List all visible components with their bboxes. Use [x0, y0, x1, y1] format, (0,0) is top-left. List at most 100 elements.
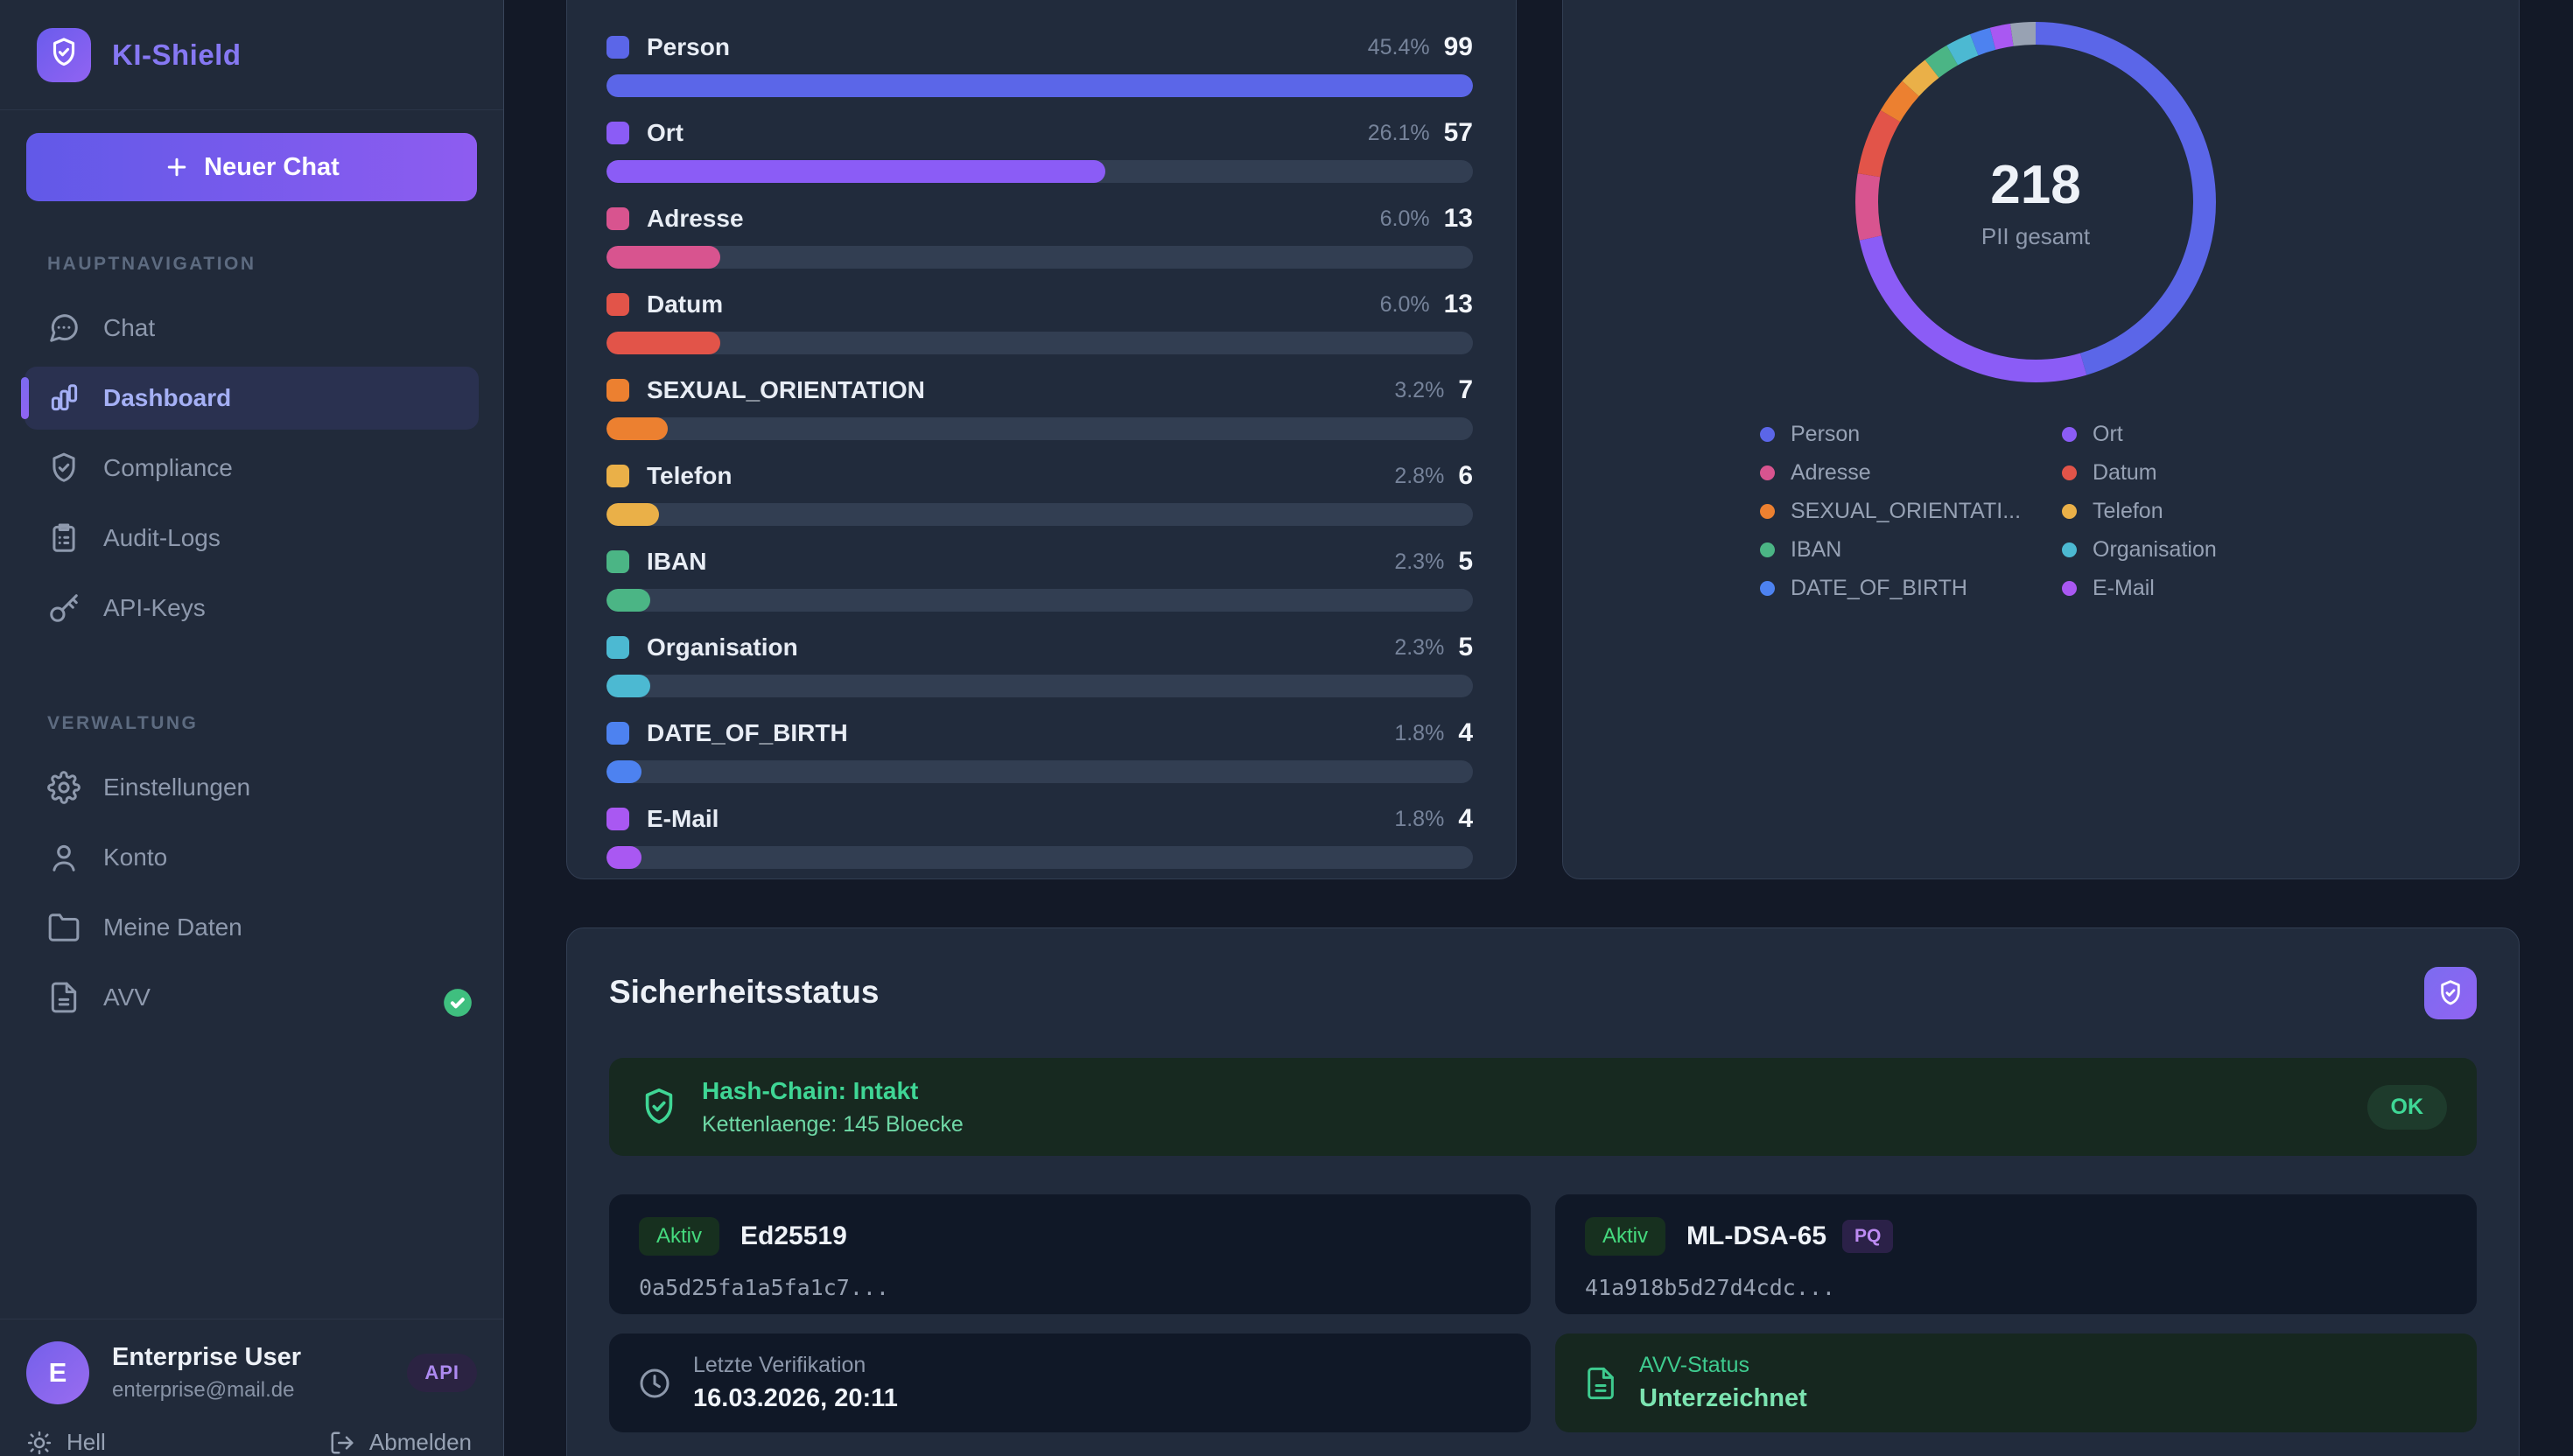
- clock-icon: [637, 1366, 672, 1401]
- legend-dot: [1760, 503, 1775, 519]
- gear-icon: [47, 771, 81, 804]
- user-icon: [47, 841, 81, 874]
- category-swatch: [606, 293, 629, 316]
- folder-icon: [47, 911, 81, 944]
- pii-bar-chart: Person 45.4% 99 Ort 26.1% 57 Adresse 6.0% 13 Datu…: [606, 27, 1473, 869]
- bar-track: [606, 160, 1473, 183]
- hash-chain-title: Hash-Chain: Intakt: [702, 1076, 919, 1104]
- bar-row: Organisation 2.3% 5: [606, 627, 1473, 697]
- sidebar-item-avv[interactable]: AVV: [25, 966, 479, 1029]
- legend-item: Adresse: [1760, 459, 2062, 485]
- bar-fill: [606, 74, 1473, 97]
- sidebar-item-konto[interactable]: Konto: [25, 826, 479, 889]
- file-text-icon: [47, 981, 81, 1014]
- sidebar-item-audit-logs[interactable]: Audit-Logs: [25, 507, 479, 570]
- user-panel: E Enterprise User enterprise@mail.de API: [0, 1319, 503, 1404]
- sidebar-item-dashboard[interactable]: Dashboard: [21, 367, 479, 430]
- hash-chain-status-badge: OK: [2366, 1084, 2447, 1130]
- bar-row: SEXUAL_ORIENTATION 3.2% 7: [606, 370, 1473, 440]
- sidebar-footer: Hell Abmelden: [0, 1404, 503, 1456]
- logout-button[interactable]: Abmelden: [329, 1429, 472, 1456]
- category-swatch: [606, 122, 629, 144]
- nav-item-label: Meine Daten: [103, 914, 242, 941]
- bar-track: [606, 74, 1473, 97]
- category-value: 6: [1458, 461, 1473, 490]
- sidebar: KI-Shield Neuer Chat HAUPTNAVIGATION Chat…: [0, 0, 504, 1456]
- category-swatch: [606, 379, 629, 402]
- sidebar-item-compliance[interactable]: Compliance: [25, 437, 479, 500]
- file-text-icon: [1583, 1366, 1618, 1401]
- category-label: Organisation: [647, 634, 798, 661]
- nav-item-label: Konto: [103, 844, 168, 871]
- theme-toggle-button[interactable]: Hell: [26, 1429, 106, 1456]
- category-value: 99: [1443, 32, 1473, 61]
- app-logo: [37, 27, 91, 82]
- nav-item-label: AVV: [103, 984, 151, 1011]
- sidebar-item-meine-daten[interactable]: Meine Daten: [25, 896, 479, 959]
- legend-label: Ort: [2093, 421, 2123, 446]
- legend-dot: [1760, 465, 1775, 480]
- bar-fill: [606, 760, 641, 783]
- bar-track: [606, 760, 1473, 783]
- new-chat-label: Neuer Chat: [204, 152, 340, 181]
- category-label: DATE_OF_BIRTH: [647, 719, 848, 746]
- signing-key-card: Aktiv ML-DSA-65 PQ 41a918b5d27d4cdc...: [1555, 1194, 2477, 1314]
- bar-fill: [606, 332, 720, 354]
- category-percent: 3.2%: [1394, 377, 1445, 402]
- logout-label: Abmelden: [368, 1429, 472, 1455]
- user-name: Enterprise User: [112, 1343, 301, 1371]
- bar-fill: [606, 589, 650, 612]
- bar-row: Datum 6.0% 13: [606, 284, 1473, 354]
- plus-icon: [164, 154, 190, 180]
- bar-row: Ort 26.1% 57: [606, 113, 1473, 183]
- legend-dot: [2062, 503, 2077, 519]
- legend-dot: [2062, 580, 2077, 596]
- nav-item-label: Dashboard: [103, 384, 232, 411]
- bar-fill: [606, 846, 641, 869]
- new-chat-button[interactable]: Neuer Chat: [26, 133, 477, 201]
- key-name: Ed25519: [740, 1222, 847, 1250]
- bar-row: DATE_OF_BIRTH 1.8% 4: [606, 713, 1473, 783]
- category-percent: 6.0%: [1379, 206, 1430, 231]
- bar-row: E-Mail 1.8% 4: [606, 799, 1473, 869]
- pii-donut-card: 218 PII gesamt Person Ort Adresse Datum SEXU…: [1562, 0, 2520, 879]
- category-percent: 6.0%: [1379, 291, 1430, 317]
- donut-legend: Person Ort Adresse Datum SEXUAL_ORIENTATI...…: [1760, 421, 2217, 600]
- legend-label: Person: [1791, 421, 1861, 446]
- signing-keys: Aktiv Ed25519 0a5d25fa1a5fa1c7... Aktiv ML-D…: [609, 1194, 2477, 1314]
- donut-segment: [1855, 22, 2216, 382]
- sidebar-item-chat[interactable]: Chat: [25, 297, 479, 360]
- legend-label: Adresse: [1791, 459, 1871, 485]
- sidebar-item-api-keys[interactable]: API-Keys: [25, 577, 479, 640]
- legend-dot: [1760, 542, 1775, 557]
- bar-fill: [606, 417, 668, 440]
- key-fingerprint: 0a5d25fa1a5fa1c7...: [639, 1275, 889, 1300]
- bar-fill: [606, 675, 650, 697]
- key-fingerprint: 41a918b5d27d4cdc...: [1585, 1275, 1835, 1300]
- api-badge: API: [407, 1354, 477, 1392]
- legend-item: IBAN: [1760, 537, 2062, 562]
- key-icon: [47, 592, 81, 625]
- donut-segment: [1855, 22, 2216, 382]
- bar-fill: [606, 246, 720, 269]
- legend-item: E-Mail: [2062, 576, 2217, 600]
- bar-fill: [606, 160, 1105, 183]
- active-accent-bar: [21, 377, 29, 419]
- legend-label: Telefon: [2093, 498, 2163, 523]
- pq-badge: PQ: [1842, 1220, 1894, 1253]
- sidebar-item-einstellungen[interactable]: Einstellungen: [25, 756, 479, 819]
- nav-item-label: Compliance: [103, 454, 233, 481]
- chat-icon: [47, 312, 81, 345]
- category-label: Telefon: [647, 462, 733, 489]
- category-percent: 45.4%: [1367, 34, 1430, 60]
- last-verification-label: Letzte Verifikation: [693, 1353, 866, 1377]
- category-value: 4: [1458, 804, 1473, 833]
- shield-check-icon: [639, 1087, 679, 1127]
- security-shield-button[interactable]: [2424, 967, 2477, 1019]
- bar-row: IBAN 2.3% 5: [606, 542, 1473, 612]
- last-verification-card: Letzte Verifikation 16.03.2026, 20:11: [609, 1334, 1531, 1432]
- category-swatch: [606, 808, 629, 830]
- signing-key-card: Aktiv Ed25519 0a5d25fa1a5fa1c7...: [609, 1194, 1531, 1314]
- category-label: IBAN: [647, 548, 707, 575]
